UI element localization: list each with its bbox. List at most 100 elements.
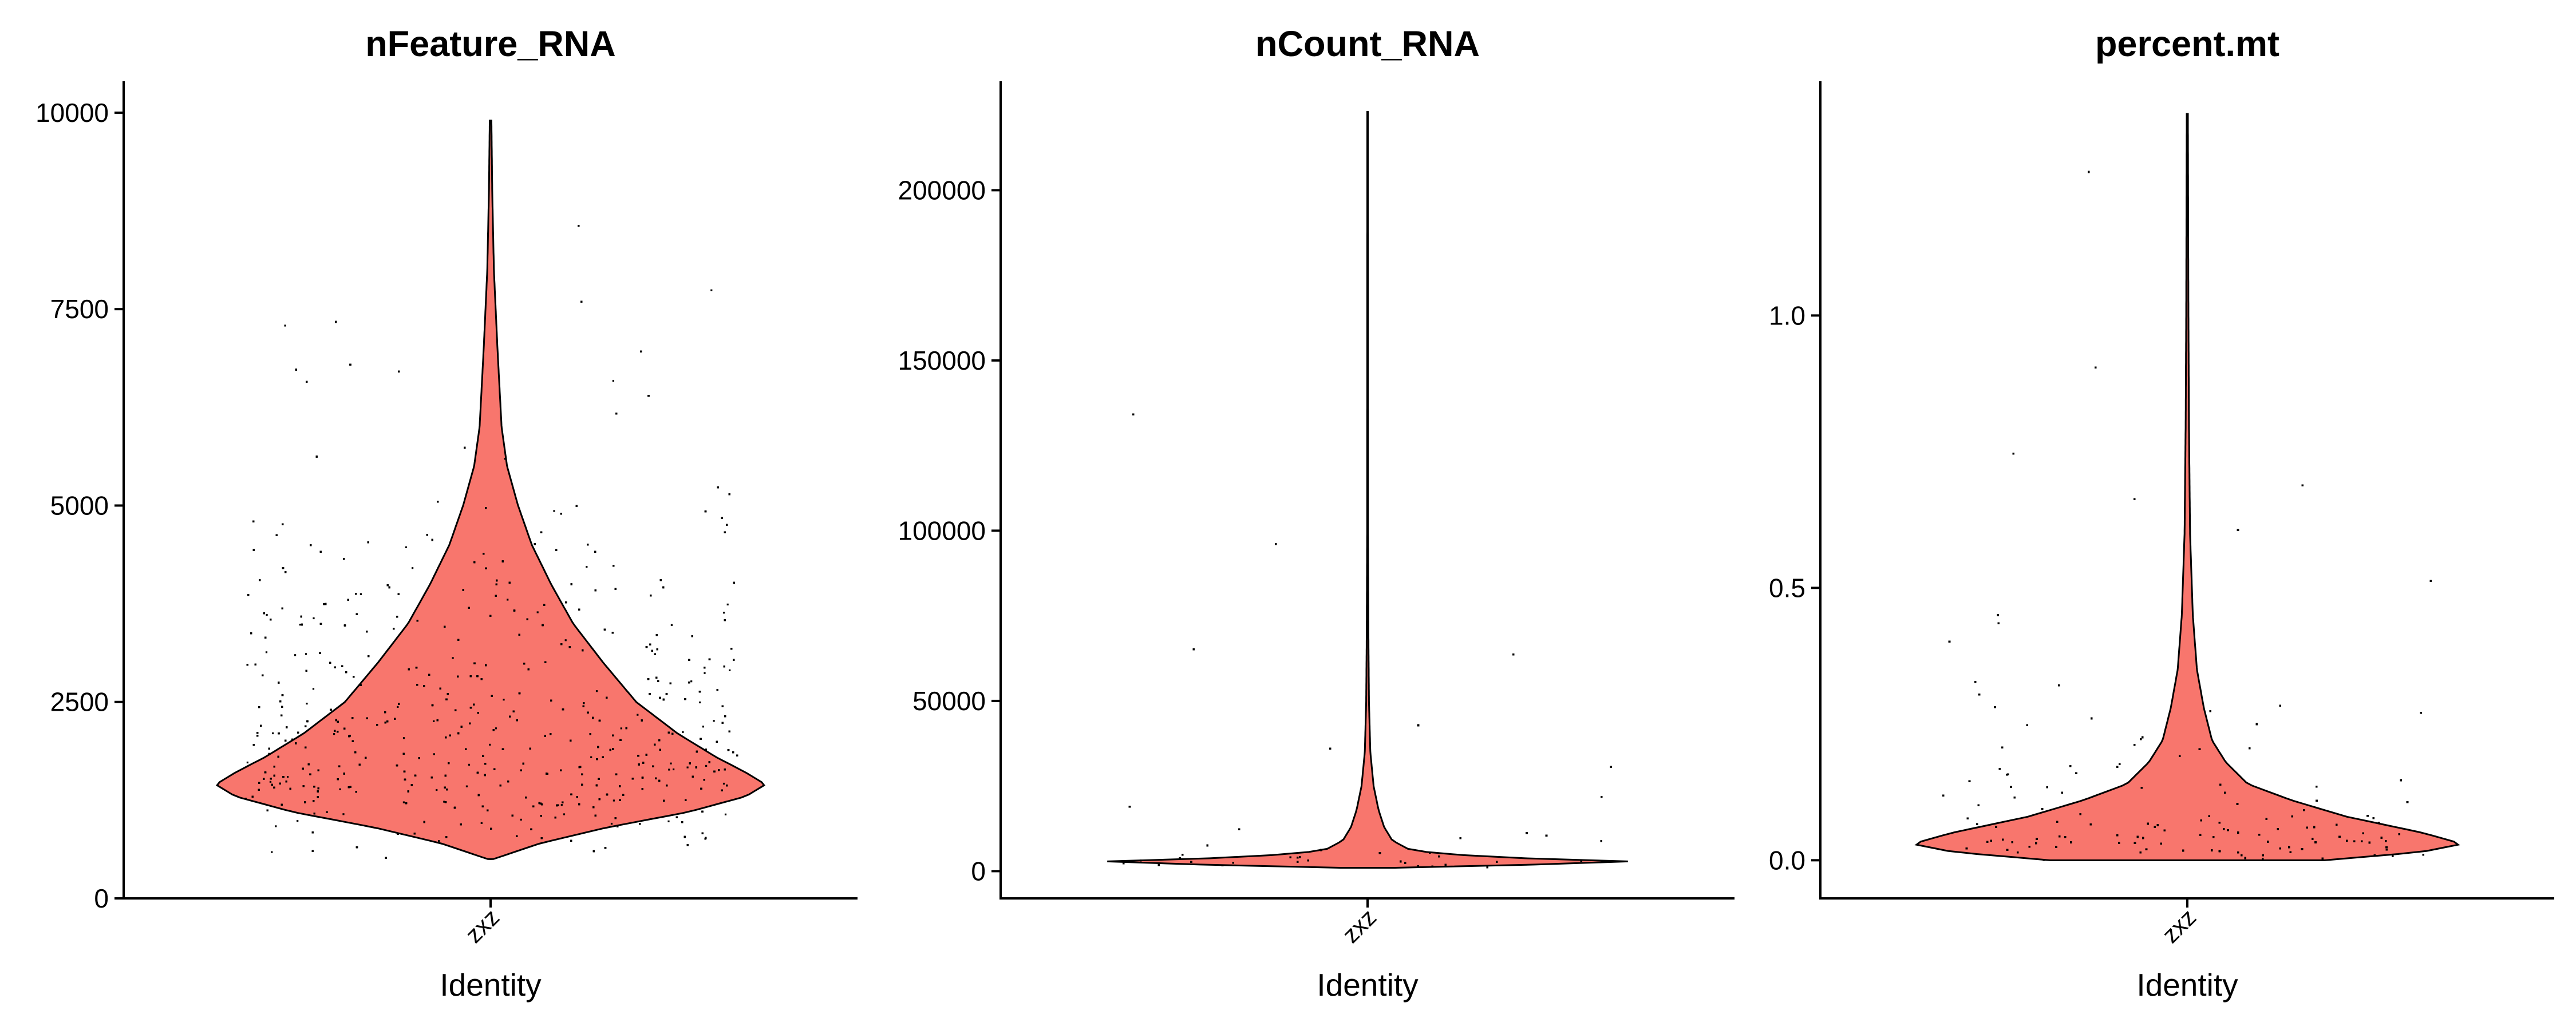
data-point	[673, 768, 675, 771]
y-tick-label: 200000	[898, 175, 986, 205]
data-point	[509, 715, 511, 718]
data-point	[647, 678, 650, 680]
data-point	[349, 786, 351, 788]
data-point	[659, 748, 661, 751]
data-point	[264, 771, 267, 774]
data-point	[342, 813, 345, 815]
data-point	[704, 672, 706, 674]
data-point	[460, 726, 463, 728]
data-point	[667, 820, 670, 822]
data-point	[550, 699, 552, 702]
data-points	[244, 225, 738, 859]
data-point	[565, 601, 567, 604]
data-point	[309, 773, 311, 775]
data-point	[317, 796, 319, 798]
data-point	[473, 703, 475, 706]
data-point	[485, 507, 487, 509]
data-point	[518, 692, 521, 695]
data-point	[291, 738, 294, 741]
data-point	[540, 815, 542, 817]
data-point	[455, 709, 457, 711]
data-point	[337, 778, 339, 781]
data-point	[702, 726, 704, 728]
data-point	[592, 716, 594, 719]
data-point	[728, 730, 730, 732]
data-point	[388, 586, 390, 589]
data-point	[431, 538, 433, 541]
data-point	[513, 609, 516, 612]
data-point	[578, 803, 580, 806]
data-point	[306, 381, 308, 383]
data-point	[733, 581, 735, 584]
data-point	[384, 722, 386, 724]
data-point	[658, 779, 661, 782]
data-point	[294, 654, 297, 656]
x-tick-label: zxz	[460, 904, 505, 948]
data-point	[689, 762, 691, 764]
data-point	[495, 595, 497, 597]
data-point	[250, 632, 252, 635]
data-point	[507, 599, 509, 601]
data-point	[508, 581, 511, 584]
data-point	[453, 806, 456, 809]
data-point	[319, 623, 322, 625]
data-point	[501, 748, 504, 750]
data-point	[659, 696, 661, 699]
data-point	[358, 763, 361, 766]
y-tick-label: 2500	[50, 687, 109, 717]
data-point	[658, 739, 661, 742]
data-point	[270, 619, 272, 621]
data-point	[393, 628, 395, 630]
data-point	[416, 684, 418, 686]
data-point	[562, 801, 564, 803]
data-point	[262, 674, 264, 676]
data-point	[405, 802, 408, 805]
data-point	[339, 788, 341, 790]
data-point	[722, 782, 725, 785]
data-point	[317, 769, 319, 771]
data-point	[386, 720, 389, 723]
data-point	[489, 615, 492, 617]
data-point	[465, 785, 468, 787]
data-point	[280, 714, 283, 716]
data-point	[723, 665, 725, 668]
data-point	[625, 727, 627, 730]
data-point	[550, 733, 552, 735]
data-point	[278, 682, 280, 684]
data-point	[351, 717, 354, 719]
data-point	[244, 798, 247, 800]
data-point	[258, 789, 260, 791]
y-tick-label: 10000	[35, 98, 109, 128]
data-point	[431, 704, 434, 707]
data-point	[254, 663, 256, 665]
data-point	[258, 782, 260, 784]
data-point	[282, 523, 284, 525]
data-point	[311, 831, 314, 834]
data-point	[686, 844, 689, 846]
data-point	[484, 774, 486, 777]
data-point	[367, 541, 369, 544]
data-point	[394, 718, 396, 720]
y-tick-label: 5000	[50, 490, 109, 520]
data-point	[723, 612, 725, 614]
data-point	[353, 676, 355, 678]
data-point	[655, 777, 657, 779]
data-point	[542, 624, 544, 627]
data-point	[716, 740, 718, 743]
data-point	[522, 762, 524, 765]
data-point	[620, 727, 622, 730]
violin-body	[215, 120, 766, 860]
data-point	[295, 369, 297, 371]
data-point	[684, 698, 686, 700]
data-point	[492, 729, 495, 731]
data-point	[337, 731, 339, 733]
data-point	[570, 739, 572, 742]
data-point	[396, 764, 398, 767]
data-point	[315, 455, 318, 458]
data-point	[594, 550, 596, 553]
data-point	[449, 734, 451, 736]
data-point	[423, 821, 425, 823]
data-point	[692, 775, 694, 778]
data-point	[534, 543, 536, 545]
